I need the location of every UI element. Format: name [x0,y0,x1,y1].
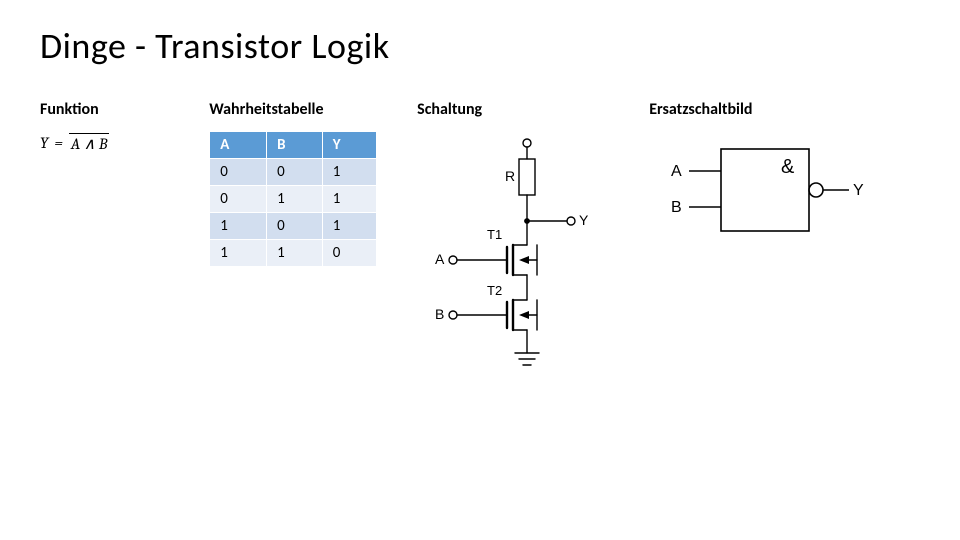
label-A: A [435,251,445,267]
truth-col-B: B [267,132,323,159]
gate-label-A: A [671,163,682,180]
nand-gate-symbol: & A B Y [649,135,920,260]
table-row: 1 0 1 [210,213,377,240]
formula-rhs-overline: A ∧ B [69,133,110,153]
col-ersatzschaltbild: Ersatzschaltbild & A B [649,100,920,260]
cmos-circuit: R Y T1 [417,135,649,390]
table-row: 0 0 1 [210,159,377,186]
heading-ersatz: Ersatzschaltbild [649,100,920,119]
formula-lhs: Y [40,134,48,152]
label-Y: Y [579,212,589,228]
label-B: B [435,306,444,322]
content-columns: Funktion Y = A ∧ B Wahrheitstabelle A B … [40,100,920,390]
truth-table: A B Y 0 0 1 0 1 1 [209,131,377,267]
table-row: 0 1 1 [210,186,377,213]
col-funktion: Funktion Y = A ∧ B [40,100,209,153]
col-wahrheitstabelle: Wahrheitstabelle A B Y 0 0 1 [209,100,417,267]
gate-symbol: & [781,156,795,178]
heading-schaltung: Schaltung [417,100,649,119]
label-T2: T2 [487,283,502,298]
truth-col-A: A [210,132,267,159]
slide-title: Dinge - Transistor Logik [40,24,920,68]
label-R: R [505,168,515,184]
gate-label-B: B [671,199,682,216]
gate-label-Y: Y [853,182,864,199]
formula: Y = A ∧ B [40,133,209,153]
label-T1: T1 [487,227,502,242]
heading-funktion: Funktion [40,100,209,119]
truth-col-Y: Y [322,132,376,159]
formula-eq: = [54,134,63,152]
heading-wahrheit: Wahrheitstabelle [209,100,417,119]
col-schaltung: Schaltung R [417,100,649,390]
truth-header-row: A B Y [210,132,377,159]
table-row: 1 1 0 [210,240,377,267]
